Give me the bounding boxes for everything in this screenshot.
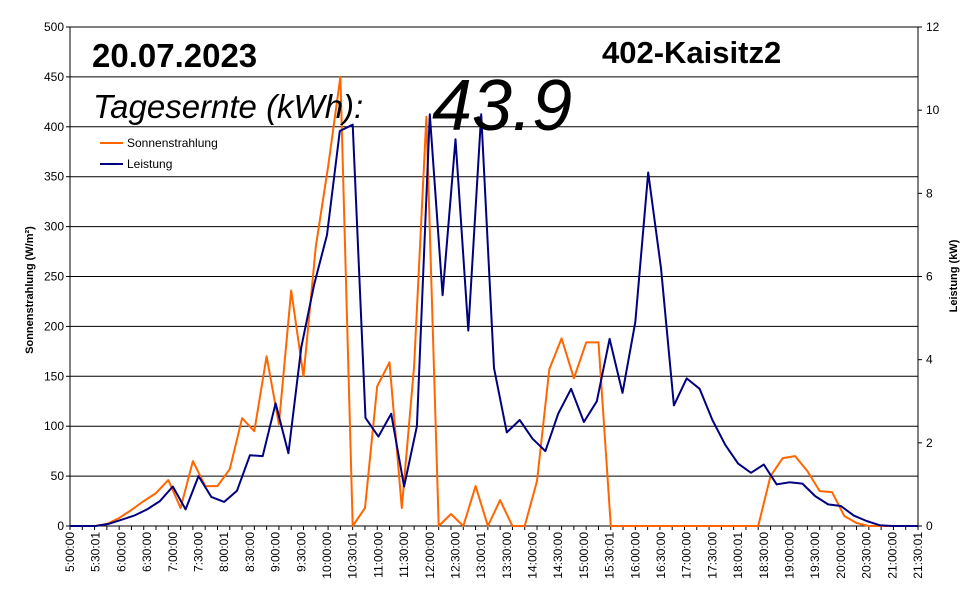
x-tick-label: 20:00:00 <box>834 532 848 579</box>
x-tick-label: 16:30:00 <box>654 532 668 579</box>
x-tick-label: 11:00:00 <box>371 532 385 578</box>
legend: Sonnenstrahlung Leistung <box>100 136 218 171</box>
series-line-sonnenstrahlung <box>70 75 918 527</box>
x-tick-label: 18:00:01 <box>731 532 745 579</box>
x-tick-label: 18:30:00 <box>757 532 771 579</box>
left-tick-label: 100 <box>44 419 64 433</box>
x-axis: 5:00:00 5:30:01 6:00:00 6:30:00 7:00:00 7:30:… <box>63 526 925 579</box>
site-title: 402-Kaisitz2 <box>602 35 781 70</box>
x-tick-label: 12:30:00 <box>448 532 462 579</box>
x-tick-label: 12:00:00 <box>423 532 437 579</box>
x-tick-label: 20:30:00 <box>860 532 874 579</box>
left-tick-label: 50 <box>51 469 65 483</box>
x-tick-label: 6:30:00 <box>140 532 154 572</box>
left-tick-label: 150 <box>44 369 64 383</box>
x-tick-label: 9:30:00 <box>294 532 308 572</box>
x-tick-label: 17:00:00 <box>680 532 694 579</box>
x-tick-label: 21:30:01 <box>911 532 925 579</box>
right-axis-title: Leistung (kW) <box>948 239 960 312</box>
x-tick-label: 19:30:00 <box>808 532 822 579</box>
right-tick-label: 8 <box>926 186 933 200</box>
right-tick-label: 6 <box>926 270 933 284</box>
yield-label: Tagesernte (kWh): <box>93 88 363 125</box>
x-tick-label: 10:30:01 <box>346 532 360 579</box>
x-tick-label: 15:00:00 <box>577 532 591 579</box>
yield-value: 43.9 <box>432 66 572 146</box>
x-tick-label: 15:30:01 <box>603 532 617 579</box>
x-tick-label: 7:30:00 <box>191 532 205 572</box>
right-tick-label: 2 <box>926 436 933 450</box>
x-tick-label: 13:00:01 <box>474 532 488 579</box>
left-tick-label: 250 <box>44 270 64 284</box>
x-tick-label: 17:30:00 <box>705 532 719 579</box>
right-tick-label: 12 <box>926 20 940 34</box>
legend-label-leistung: Leistung <box>127 157 172 171</box>
x-tick-label: 14:00:00 <box>526 532 540 579</box>
x-tick-label: 8:30:00 <box>243 532 257 572</box>
date-title: 20.07.2023 <box>92 37 257 74</box>
legend-label-sonnenstrahlung: Sonnenstrahlung <box>127 136 218 150</box>
left-tick-label: 500 <box>44 20 64 34</box>
x-tick-label: 5:00:00 <box>63 532 77 572</box>
right-axis: 0 2 4 6 8 10 12 <box>918 20 940 533</box>
x-tick-label: 11:30:00 <box>397 532 411 578</box>
x-tick-label: 8:00:01 <box>217 532 231 572</box>
series-line-leistung <box>70 113 918 527</box>
x-tick-label: 7:00:00 <box>166 532 180 572</box>
left-axis: 0 50 100 150 200 250 300 350 400 450 500 <box>44 20 70 533</box>
left-axis-title: Sonnenstrahlung (W/m²) <box>24 226 36 354</box>
x-tick-label: 9:00:00 <box>269 532 283 572</box>
left-tick-label: 200 <box>44 319 64 333</box>
x-tick-label: 16:00:00 <box>628 532 642 579</box>
left-tick-label: 400 <box>44 120 64 134</box>
x-tick-label: 19:00:00 <box>783 532 797 579</box>
left-tick-label: 350 <box>44 170 64 184</box>
x-tick-label: 21:00:00 <box>885 532 899 579</box>
gridlines <box>70 76 918 477</box>
series-lines <box>70 75 918 527</box>
x-tick-label: 14:30:00 <box>551 532 565 579</box>
x-tick-label: 13:30:00 <box>500 532 514 579</box>
x-tick-label: 5:30:01 <box>89 532 103 572</box>
x-tick-label: 10:00:00 <box>320 532 334 579</box>
left-tick-label: 450 <box>44 70 64 84</box>
right-tick-label: 4 <box>926 353 933 367</box>
left-tick-label: 300 <box>44 220 64 234</box>
right-tick-label: 0 <box>926 519 933 533</box>
right-tick-label: 10 <box>926 103 940 117</box>
x-tick-label: 6:00:00 <box>114 532 128 572</box>
left-tick-label: 0 <box>57 519 64 533</box>
